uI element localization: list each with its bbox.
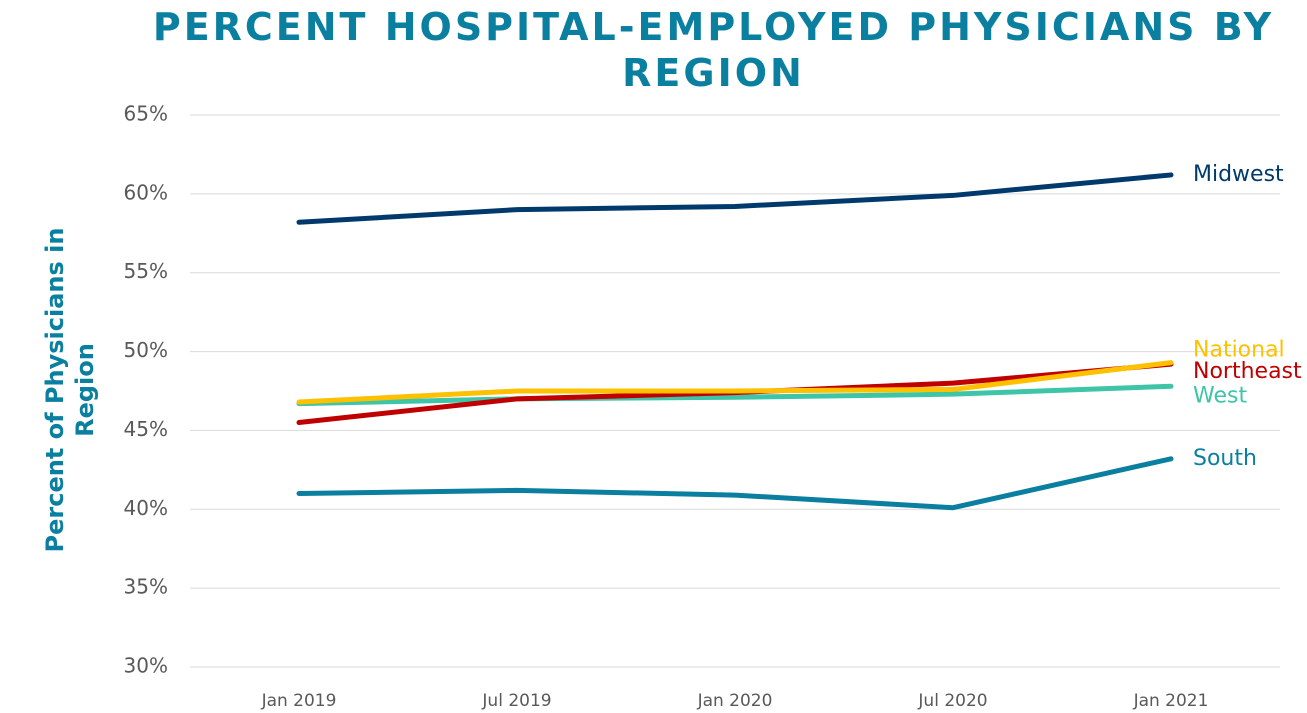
- series-line: [296, 172, 1174, 225]
- series-line: [296, 456, 1174, 511]
- y-tick-label: 40%: [124, 496, 168, 520]
- series-line: [296, 383, 1174, 407]
- x-tick-label: Jul 2020: [917, 691, 987, 711]
- series-label: Northeast: [1193, 359, 1302, 384]
- y-tick-label: 65%: [124, 102, 168, 126]
- series-label: National: [1193, 338, 1285, 363]
- series-line: [296, 360, 1174, 405]
- series-label: West: [1193, 383, 1247, 408]
- chart-title: PERCENT HOSPITAL-EMPLOYED PHYSICIANS BY …: [152, 5, 1275, 95]
- y-tick-label: 35%: [124, 575, 168, 599]
- x-tick-label: Jan 2019: [261, 691, 337, 711]
- x-tick-label: Jan 2021: [1133, 691, 1209, 711]
- y-tick-label: 50%: [124, 338, 168, 362]
- x-tick-label: Jan 2020: [697, 691, 773, 711]
- series-label: South: [1193, 446, 1257, 471]
- y-tick-label: 30%: [124, 654, 168, 678]
- y-tick-label: 55%: [124, 259, 168, 283]
- series-label: Midwest: [1193, 162, 1284, 187]
- y-tick-label: 45%: [124, 417, 168, 441]
- x-tick-label: Jul 2019: [481, 691, 551, 711]
- y-tick-label: 60%: [124, 180, 168, 204]
- y-axis-label: Percent of Physicians in Region: [41, 227, 99, 553]
